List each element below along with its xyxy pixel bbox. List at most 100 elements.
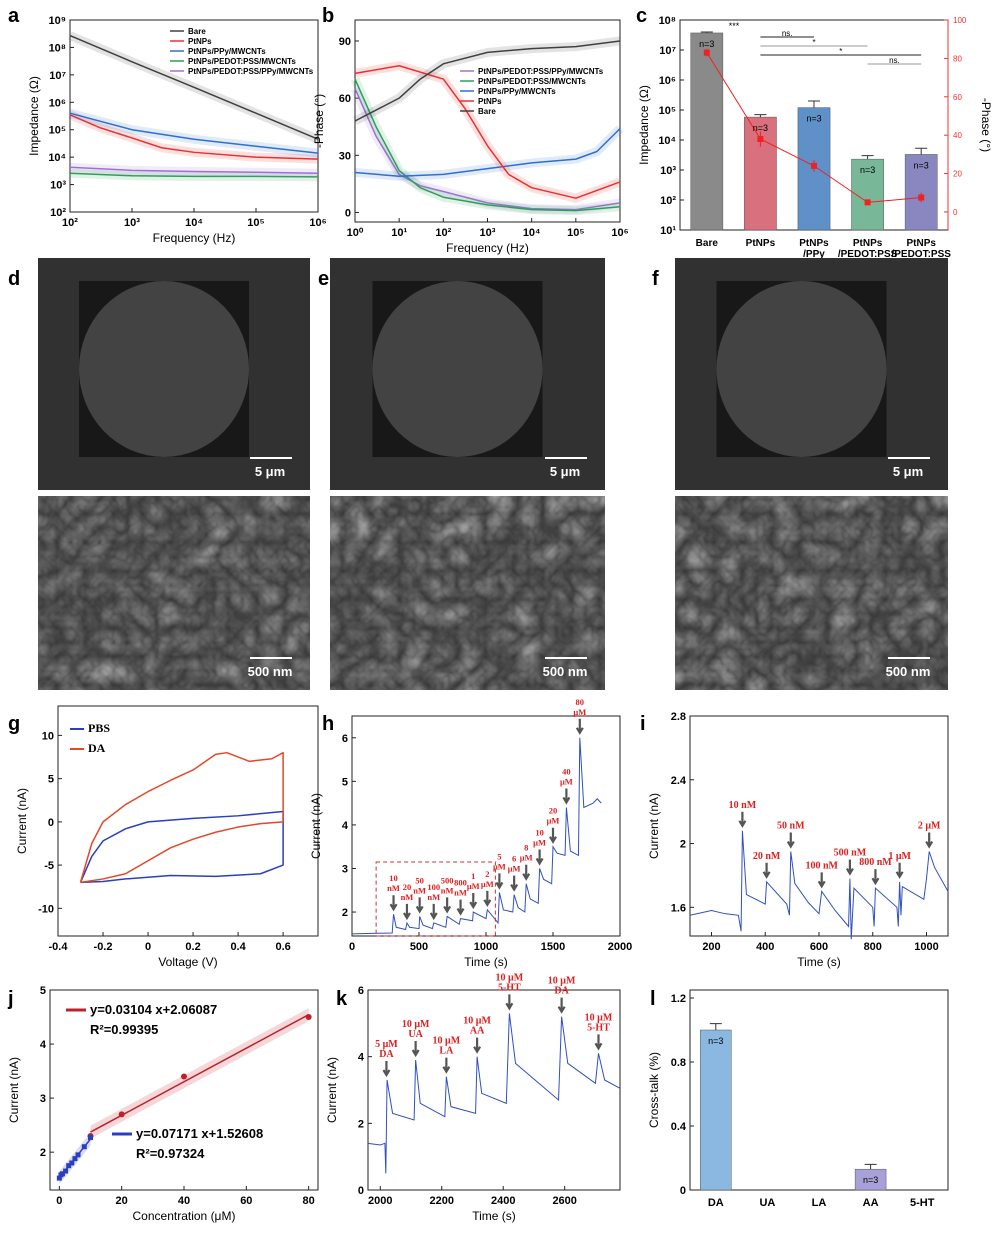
addition-label: 800	[454, 878, 467, 888]
series-line	[69, 112, 319, 154]
category-label: DA	[708, 1197, 724, 1209]
panel-c	[679, 19, 949, 231]
addition-label: μM	[508, 864, 521, 874]
y-tick-label: 10⁹	[49, 15, 66, 27]
y-tick-label: 5	[40, 985, 46, 997]
addition-arrow-icon	[845, 859, 854, 876]
inset-box	[375, 861, 496, 937]
addition-arrow-icon	[469, 893, 478, 910]
data-point	[63, 1168, 69, 1174]
fit-equation: y=0.07171 x+1.52608	[136, 1126, 263, 1141]
panel-letter-j: j	[7, 988, 14, 1010]
x-axis-label: Concentration (μM)	[133, 1209, 236, 1223]
y-tick-label: 2.8	[671, 711, 686, 723]
current-trace	[351, 737, 602, 935]
fit-equation: y=0.03104 x+2.06087	[90, 1002, 217, 1017]
y-tick-label: 10²	[660, 195, 676, 207]
series-line	[69, 114, 319, 160]
addition-label: 10 μM	[496, 972, 524, 983]
series-line	[354, 40, 621, 122]
x-tick-label: 500	[410, 941, 428, 953]
significance-label: ns.	[782, 29, 793, 38]
data-point	[118, 1111, 125, 1118]
addition-label: 10 μM	[548, 976, 576, 987]
addition-arrow-icon	[786, 832, 795, 849]
addition-arrow-icon	[762, 862, 771, 879]
series-line	[79, 751, 284, 884]
x-tick-label: 0.2	[185, 941, 200, 953]
addition-arrow-icon	[483, 890, 492, 907]
y-tick-label: -10	[38, 903, 54, 915]
y-tick-label: 2.4	[671, 775, 687, 787]
legend-label: Bare	[478, 107, 496, 116]
addition-label: 2 μM	[918, 821, 941, 832]
x-axis-label: Time (s)	[472, 1209, 516, 1223]
addition-label: 100 nM	[805, 860, 838, 871]
plot-frame	[689, 989, 949, 1191]
y-tick-label: 3	[40, 1093, 46, 1105]
addition-arrow-icon	[594, 1034, 603, 1051]
addition-label: 500	[441, 875, 454, 885]
series-line	[354, 128, 621, 178]
addition-label: 1	[471, 871, 475, 881]
category-label: /PPy	[803, 249, 825, 260]
y-tick-label: 5	[48, 774, 54, 786]
series-line	[354, 64, 621, 199]
x-tick-label: 10⁶	[611, 227, 628, 239]
x-tick-label: 400	[756, 941, 774, 953]
legend-label: PtNPs/PEDOT:PSS/PPy/MWCNTs	[188, 67, 314, 76]
y-axis-label: Impedance (Ω)	[637, 85, 651, 165]
x-tick-label: 40	[178, 1195, 190, 1207]
addition-arrow-icon	[429, 903, 438, 921]
phase-point	[703, 49, 710, 56]
y2-tick-label: 40	[953, 131, 962, 140]
x-tick-label: 2200	[430, 1195, 454, 1207]
sem-image-e-detail	[330, 496, 605, 690]
y-tick-label: 10⁷	[49, 70, 66, 82]
y2-tick-label: 0	[953, 208, 958, 217]
y-tick-label: 10²	[50, 207, 66, 219]
addition-arrow-icon	[456, 899, 465, 916]
addition-arrow-icon	[895, 862, 904, 879]
addition-label: 40	[562, 766, 571, 776]
y-axis-label: -Phase (°)	[312, 94, 326, 148]
data-point	[75, 1152, 81, 1158]
plot-frame	[57, 705, 319, 937]
addition-label: LA	[439, 1046, 454, 1057]
addition-label: μM	[493, 861, 506, 871]
x-tick-label: 10¹	[391, 227, 407, 239]
category-label: 5-HT	[910, 1197, 935, 1209]
y-tick-label: 10¹	[660, 225, 676, 237]
y-tick-label: 2	[40, 1147, 46, 1159]
phase-point	[811, 162, 817, 169]
y-tick-label: 10³	[660, 165, 676, 177]
x-tick-label: 10⁵	[567, 227, 584, 239]
x-tick-label: 20	[116, 1195, 128, 1207]
addition-label: UA	[408, 1029, 423, 1040]
significance-label: ns.	[889, 56, 900, 65]
y-tick-label: 10⁸	[659, 15, 676, 27]
x-axis-label: Frequency (Hz)	[446, 241, 529, 255]
addition-label: 8	[524, 843, 528, 853]
series-line	[354, 78, 621, 212]
sem-image-e-overview	[330, 258, 605, 490]
y-tick-label: 0	[358, 1185, 364, 1197]
n-label: n=3	[860, 165, 875, 175]
x-tick-label: 800	[864, 941, 882, 953]
addition-label: 10 μM	[463, 1016, 491, 1027]
addition-arrow-icon	[389, 895, 398, 912]
scale-bar-label: 5 μm	[255, 464, 285, 479]
addition-arrow-icon	[415, 897, 424, 914]
y-tick-label: 30	[339, 150, 351, 162]
addition-label: 1 μM	[888, 851, 911, 862]
error-bar	[808, 100, 820, 108]
legend-label: PtNPs	[478, 97, 502, 106]
y-tick-label: 0	[48, 817, 54, 829]
addition-label: 10 μM	[402, 1019, 430, 1030]
sem-texture	[38, 496, 310, 690]
addition-label: DA	[379, 1049, 394, 1060]
sem-image-d-overview	[38, 258, 310, 490]
category-label: LA	[812, 1197, 827, 1209]
current-trace	[367, 1013, 621, 1174]
addition-arrow-icon	[535, 849, 544, 866]
